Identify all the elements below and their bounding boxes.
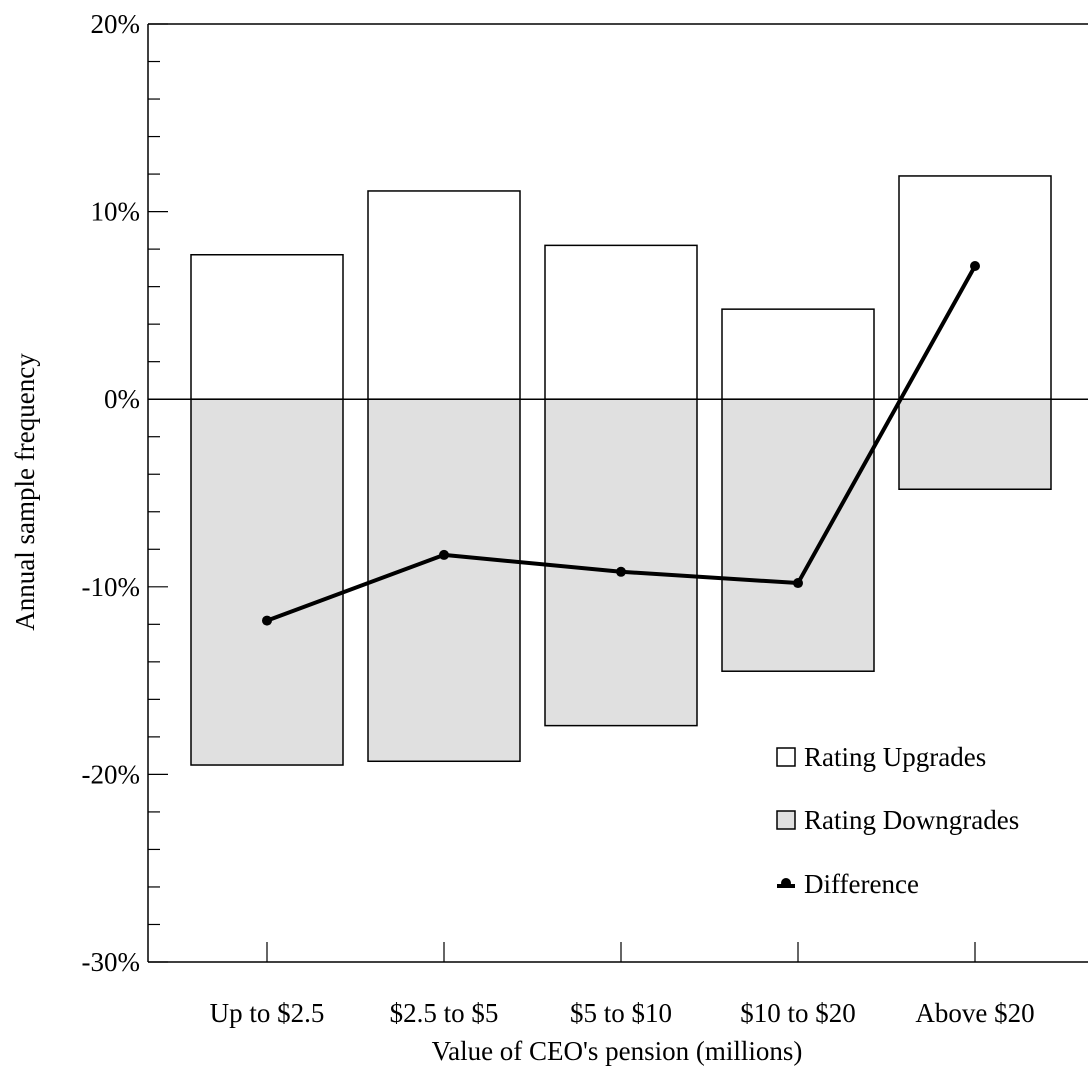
downgrade-bar-3 [721,398,875,672]
legend-swatch [776,810,796,830]
legend-swatch [776,747,796,767]
y-tick-label: 20% [91,9,141,39]
difference-point [793,578,803,589]
upgrade-bar-0 [190,253,344,400]
y-ticks: 20% 10% 0% -10% -20% -30% [82,9,168,977]
upgrade-bar-4 [898,175,1052,400]
difference-point [439,549,449,560]
upgrade-bar-2 [544,244,698,400]
legend: Rating Upgrades Rating Downgrades Differen… [776,742,1019,899]
x-category-label: $2.5 to $5 [390,998,499,1028]
y-tick-label: -10% [82,572,140,602]
y-tick-label: 10% [91,197,141,227]
difference-point [262,615,272,626]
y-tick-label: -30% [82,947,140,977]
y-axis-label: Annual sample frequency [10,353,40,631]
difference-point [970,261,980,272]
x-category-label: Above $20 [915,998,1034,1028]
legend-label: Rating Downgrades [804,805,1019,835]
x-category-label: $5 to $10 [570,998,672,1028]
legend-swatch-point [781,878,791,888]
legend-label: Rating Upgrades [804,742,986,772]
downgrade-bar-1 [367,398,521,763]
upgrade-bar-3 [721,308,875,400]
upgrade-bar-1 [367,190,521,400]
x-axis-label: Value of CEO's pension (millions) [432,1036,803,1066]
downgrade-bar-4 [898,398,1052,490]
x-category-label: $10 to $20 [740,998,856,1028]
downgrade-bar-0 [190,398,344,766]
downgrade-bar-2 [544,398,698,727]
x-category-label: Up to $2.5 [210,998,325,1028]
bars [190,175,1052,766]
x-categories: Up to $2.5 $2.5 to $5 $5 to $10 $10 to $20 A… [210,942,1035,1028]
axes [147,23,1088,963]
legend-label: Difference [804,869,919,899]
difference-point [616,566,626,577]
y-tick-label: -20% [82,759,140,789]
y-tick-label: 0% [104,384,140,414]
difference-series [262,261,980,626]
